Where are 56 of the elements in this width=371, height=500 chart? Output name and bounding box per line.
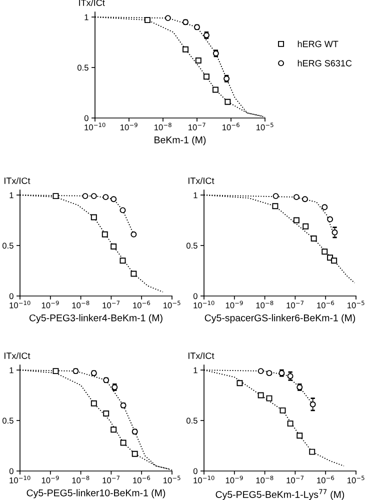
y-tick-label: 0.5 xyxy=(77,64,88,71)
x-axis-title: Cy5-PEG5-linker10-BeKm-1 (M) xyxy=(26,489,166,498)
y-tick-label: 1 xyxy=(194,192,198,198)
x-tick-label: 10$^{−7}$ xyxy=(102,300,120,308)
x-axis-title: BeKm-1 (M) xyxy=(154,136,206,146)
legend-label: hERG S631C xyxy=(298,60,352,66)
x-tick-label: 10$^{−6}$ xyxy=(317,476,334,484)
y-axis-title: ITx/ICt xyxy=(188,177,214,184)
x-axis-title: Cy5-PEG3-linker4-BeKm-1 (M) xyxy=(30,314,162,324)
x-tick-label: 10$^{−10}$ xyxy=(194,300,214,308)
x-tick-label: 10$^{−6}$ xyxy=(133,300,150,308)
x-tick-label: 10$^{−9}$ xyxy=(226,476,243,484)
y-axis-title: ITx/ICt xyxy=(4,352,30,359)
y-tick-label: 0 xyxy=(193,293,198,300)
x-tick-label: 10$^{−7}$ xyxy=(286,300,304,308)
y-tick-label: 0 xyxy=(9,293,14,300)
y-axis-title: ITx/ICt xyxy=(188,352,214,359)
x-tick-label: 10$^{−10}$ xyxy=(10,476,30,484)
y-tick-label: 0 xyxy=(193,468,198,474)
y-tick-label: 1 xyxy=(194,367,198,374)
y-tick-label: 0.5 xyxy=(2,242,14,249)
x-tick-label: 10$^{−10}$ xyxy=(10,300,30,308)
y-tick-label: 0.5 xyxy=(186,242,198,249)
x-axis-title: Cy5-spacerGS-linker6-BeKm-1 (M) xyxy=(204,314,356,324)
x-tick-label: 10$^{−7}$ xyxy=(286,476,304,484)
x-tick-label: 10$^{−5}$ xyxy=(348,300,364,308)
x-tick-label: 10$^{−8}$ xyxy=(154,122,172,130)
x-tick-label: 10$^{−6}$ xyxy=(222,122,240,130)
legend-label: hERG WT xyxy=(298,40,338,48)
y-tick-label: 0.5 xyxy=(186,418,198,424)
y-tick-label: 1 xyxy=(10,367,14,374)
x-tick-label: 10$^{−5}$ xyxy=(164,300,180,308)
x-tick-label: 10$^{−9}$ xyxy=(226,300,243,308)
y-tick-label: 1 xyxy=(10,192,14,198)
x-tick-label: 10$^{−9}$ xyxy=(120,122,138,130)
x-tick-label: 10$^{−8}$ xyxy=(72,476,90,484)
x-axis-title: Cy5-PEG5-BeKm-1-Lys$^{77}$ (M) xyxy=(216,489,344,500)
x-tick-label: 10$^{−9}$ xyxy=(42,300,59,308)
x-tick-label: 10$^{−10}$ xyxy=(194,476,214,484)
x-tick-label: 10$^{−7}$ xyxy=(188,122,206,130)
x-tick-label: 10$^{−9}$ xyxy=(42,476,59,484)
x-tick-label: 10$^{−8}$ xyxy=(256,300,274,308)
x-tick-label: 10$^{−10}$ xyxy=(84,122,106,130)
x-tick-label: 10$^{−8}$ xyxy=(256,476,274,484)
y-tick-label: 1 xyxy=(84,14,88,20)
x-tick-label: 10$^{−5}$ xyxy=(348,476,364,484)
x-tick-label: 10$^{−5}$ xyxy=(164,476,180,484)
y-tick-label: 0 xyxy=(9,468,14,474)
y-tick-label: 0 xyxy=(84,115,88,122)
x-tick-label: 10$^{−5}$ xyxy=(256,122,274,130)
y-tick-label: 0.5 xyxy=(2,418,14,424)
x-tick-label: 10$^{−6}$ xyxy=(317,300,334,308)
x-tick-label: 10$^{−7}$ xyxy=(102,476,120,484)
y-axis-title: ITx/ICt xyxy=(4,177,30,184)
x-tick-label: 10$^{−6}$ xyxy=(133,476,150,484)
x-tick-label: 10$^{−8}$ xyxy=(72,300,90,308)
